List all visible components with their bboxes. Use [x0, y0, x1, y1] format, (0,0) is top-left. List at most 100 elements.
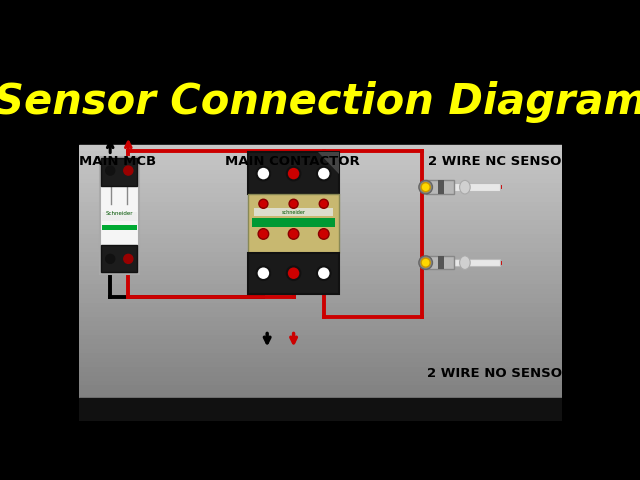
Bar: [79, 200, 561, 205]
Bar: [79, 384, 561, 389]
Bar: [79, 320, 561, 324]
Bar: [79, 301, 561, 306]
Circle shape: [421, 258, 430, 267]
Circle shape: [317, 266, 331, 280]
Text: 2 WIRE NO SENSOR: 2 WIRE NO SENSOR: [427, 367, 572, 380]
Bar: [79, 278, 561, 283]
Bar: [248, 153, 339, 194]
Bar: [454, 259, 500, 266]
Bar: [79, 324, 561, 329]
Bar: [79, 343, 561, 348]
Text: MAIN MCB: MAIN MCB: [79, 155, 156, 168]
Bar: [454, 183, 500, 191]
Bar: [102, 212, 136, 221]
Circle shape: [319, 199, 328, 208]
Circle shape: [258, 228, 269, 239]
Circle shape: [287, 167, 300, 180]
Bar: [79, 264, 561, 270]
Bar: [79, 223, 561, 228]
Bar: [79, 393, 561, 398]
Bar: [79, 251, 561, 256]
Ellipse shape: [460, 256, 470, 269]
Bar: [79, 389, 561, 394]
Bar: [79, 191, 561, 196]
Circle shape: [257, 167, 270, 180]
Bar: [79, 164, 561, 168]
Bar: [79, 173, 561, 178]
Bar: [79, 237, 561, 242]
Circle shape: [288, 228, 299, 239]
Bar: [79, 205, 561, 210]
Bar: [101, 245, 138, 273]
Bar: [100, 157, 139, 274]
Bar: [79, 159, 561, 164]
Bar: [79, 182, 561, 187]
Bar: [79, 59, 561, 145]
Bar: [101, 158, 138, 186]
Bar: [79, 366, 561, 371]
Bar: [79, 398, 561, 403]
Bar: [79, 178, 561, 182]
Bar: [79, 402, 561, 408]
Circle shape: [289, 199, 298, 208]
Bar: [79, 348, 561, 352]
Bar: [79, 357, 561, 361]
Text: schneider: schneider: [282, 210, 305, 215]
Bar: [79, 315, 561, 320]
Bar: [248, 194, 339, 253]
Bar: [79, 329, 561, 334]
Bar: [79, 379, 561, 384]
Bar: [79, 352, 561, 357]
Bar: [252, 218, 335, 227]
Bar: [79, 269, 561, 274]
Circle shape: [317, 167, 331, 180]
Bar: [79, 274, 561, 279]
Polygon shape: [317, 153, 339, 174]
Bar: [79, 168, 561, 173]
Bar: [248, 253, 339, 294]
Bar: [426, 180, 454, 194]
Bar: [79, 334, 561, 338]
Bar: [79, 283, 561, 288]
Bar: [79, 375, 561, 380]
Bar: [79, 246, 561, 251]
Bar: [79, 260, 561, 265]
Bar: [79, 338, 561, 343]
Bar: [79, 297, 561, 302]
Bar: [79, 187, 561, 192]
Bar: [79, 150, 561, 155]
Circle shape: [124, 166, 133, 175]
Text: 2 WIRE NC SENSOR: 2 WIRE NC SENSOR: [428, 155, 572, 168]
Bar: [79, 219, 561, 224]
Circle shape: [419, 180, 433, 194]
Bar: [79, 407, 561, 412]
Bar: [79, 361, 561, 366]
Bar: [426, 256, 454, 269]
Circle shape: [419, 256, 433, 269]
Bar: [79, 411, 561, 417]
Bar: [102, 225, 136, 229]
Bar: [254, 208, 333, 216]
Circle shape: [124, 254, 133, 264]
Text: Sensor Connection Diagram: Sensor Connection Diagram: [0, 81, 640, 123]
Bar: [79, 292, 561, 297]
Bar: [438, 256, 444, 269]
Bar: [79, 232, 561, 238]
Bar: [79, 214, 561, 219]
Bar: [79, 228, 561, 233]
Bar: [79, 255, 561, 261]
Bar: [79, 311, 561, 315]
Text: Schneider: Schneider: [106, 211, 133, 216]
Text: MAIN CONTACTOR: MAIN CONTACTOR: [225, 155, 360, 168]
Circle shape: [319, 228, 329, 239]
Circle shape: [106, 254, 115, 264]
Bar: [438, 180, 444, 194]
Bar: [79, 155, 561, 159]
Circle shape: [257, 266, 270, 280]
Bar: [79, 370, 561, 375]
Bar: [79, 306, 561, 311]
Ellipse shape: [460, 180, 470, 194]
Bar: [79, 210, 561, 215]
Circle shape: [421, 183, 430, 192]
Bar: [79, 242, 561, 247]
